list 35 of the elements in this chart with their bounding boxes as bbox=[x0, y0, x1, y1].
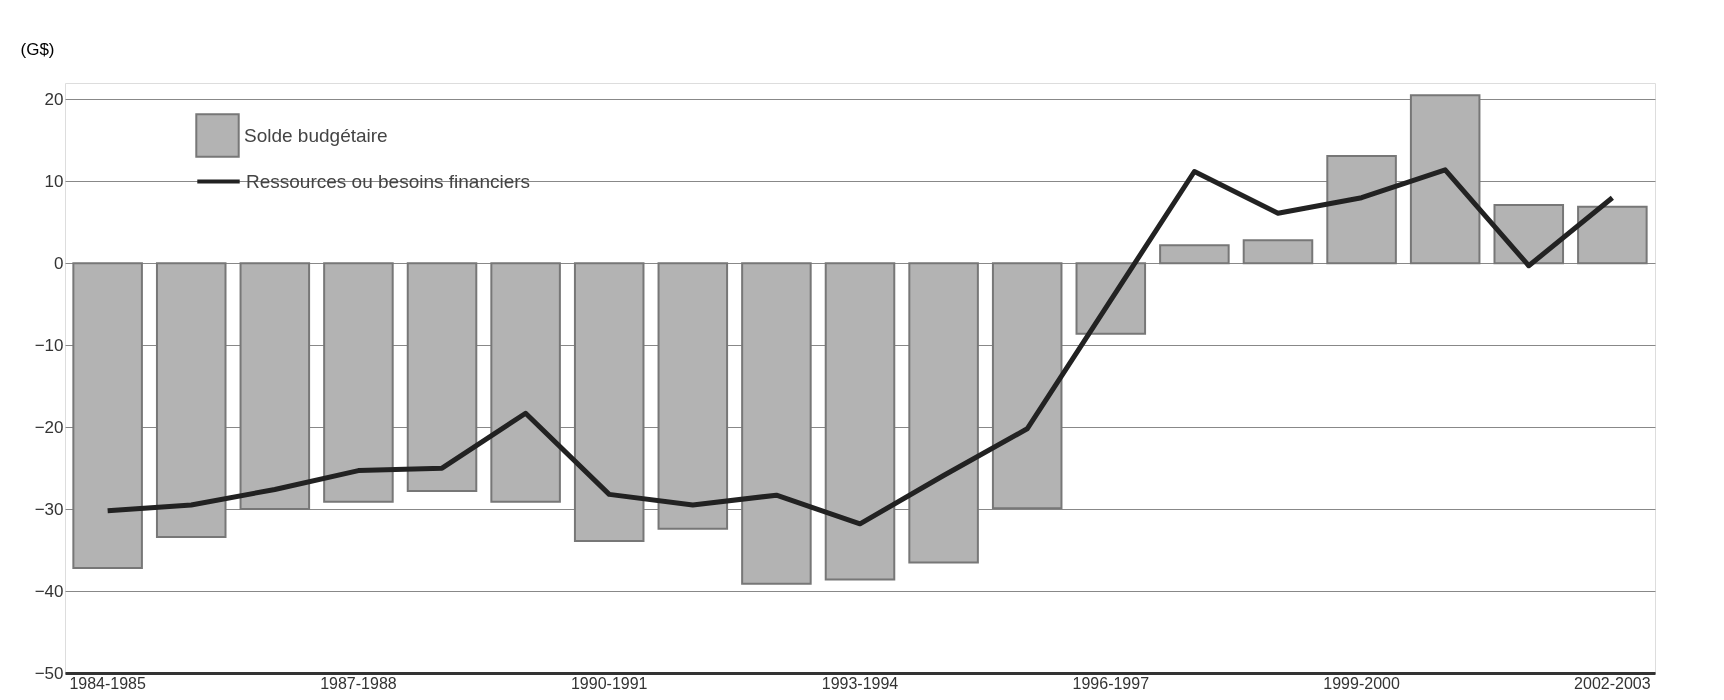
bar bbox=[1242, 239, 1314, 265]
bar bbox=[1577, 205, 1648, 265]
bar bbox=[1075, 262, 1147, 335]
bar bbox=[1409, 94, 1481, 265]
y-tick-label: 10 bbox=[44, 171, 64, 191]
y-tick-label: −50 bbox=[34, 663, 64, 683]
bar bbox=[323, 262, 394, 503]
bar bbox=[490, 262, 561, 503]
bar bbox=[1326, 154, 1397, 265]
bar bbox=[908, 262, 979, 564]
bar bbox=[72, 262, 143, 570]
bar bbox=[657, 262, 729, 530]
bar bbox=[239, 262, 311, 511]
bar bbox=[824, 262, 896, 581]
x-tick-label: 1987-1988 bbox=[320, 674, 397, 692]
bar bbox=[1159, 244, 1230, 265]
bar bbox=[741, 262, 812, 585]
x-tick-label: 2002-2003 bbox=[1574, 674, 1651, 692]
x-tick-label: 1999-2000 bbox=[1323, 674, 1400, 692]
y-tick-label: −10 bbox=[34, 335, 64, 355]
y-tick-label: −20 bbox=[34, 417, 64, 437]
bar bbox=[406, 262, 478, 493]
bar bbox=[573, 262, 645, 543]
legend-label: Solde budgétaire bbox=[244, 124, 388, 146]
bar bbox=[991, 262, 1063, 510]
y-tick-label: −30 bbox=[34, 499, 64, 519]
y-axis-title: (G$) bbox=[20, 39, 55, 59]
y-tick-label: 20 bbox=[44, 89, 64, 109]
y-tick-label: 0 bbox=[54, 253, 64, 273]
bar bbox=[155, 262, 227, 538]
x-tick-label: 1990-1991 bbox=[570, 674, 648, 692]
y-tick-label: −40 bbox=[34, 581, 64, 601]
x-tick-label: 1996-1997 bbox=[1072, 674, 1150, 692]
x-tick-label: 1993-1994 bbox=[821, 674, 899, 692]
x-tick-label: 1984-1985 bbox=[69, 674, 146, 692]
